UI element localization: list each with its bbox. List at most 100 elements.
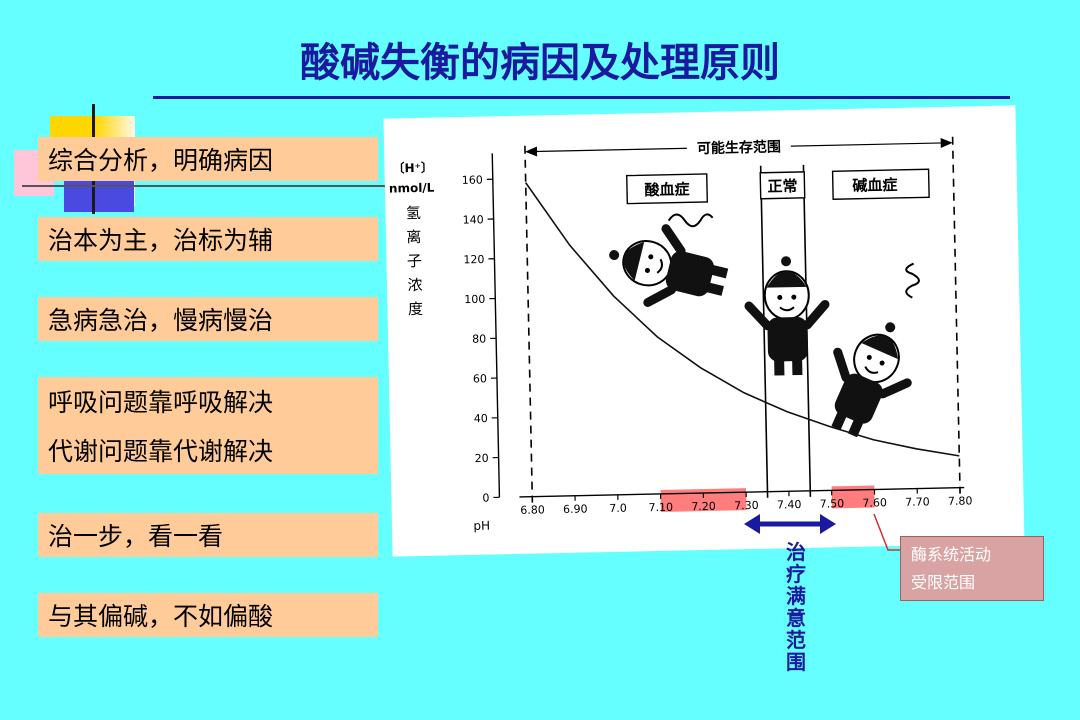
enzyme-callout-line: 受限范围 bbox=[911, 573, 976, 592]
figure-body bbox=[767, 317, 808, 362]
y-axis-char-label: 浓 bbox=[407, 276, 422, 294]
figure-eye bbox=[648, 254, 654, 260]
principle-item-6: 与其偏碱，不如偏酸 bbox=[38, 593, 378, 637]
figure-leg bbox=[774, 359, 785, 376]
x-tick-label: 7.20 bbox=[691, 500, 716, 514]
figure-mouth bbox=[864, 366, 879, 374]
figure-hat bbox=[623, 241, 645, 281]
principle-item-5: 治一步，看一看 bbox=[38, 513, 378, 557]
decor-blue-block bbox=[64, 178, 134, 212]
x-tick-label: 7.0 bbox=[609, 502, 627, 515]
y-tick-label: 40 bbox=[474, 412, 488, 425]
x-axis-line bbox=[519, 486, 965, 498]
figure-eye bbox=[866, 354, 872, 360]
figure-arm bbox=[802, 299, 830, 330]
principle-item-3: 急病急治，慢病慢治 bbox=[38, 297, 378, 341]
alkalosis-label-box bbox=[831, 168, 930, 200]
figure-eye bbox=[644, 267, 650, 273]
figure-mouth bbox=[656, 258, 663, 274]
treatment-range-arrow bbox=[744, 514, 836, 534]
y-axis-char-label: 离 bbox=[406, 228, 421, 246]
figure-arm bbox=[661, 224, 686, 256]
figure-leg bbox=[847, 418, 864, 438]
survival-boundary-line bbox=[524, 145, 534, 503]
principle-text: 呼吸问题靠呼吸解决 bbox=[48, 388, 274, 418]
treatment-char: 意 bbox=[786, 606, 806, 630]
figure-leg bbox=[710, 264, 729, 279]
h-concentration-curve bbox=[524, 182, 960, 457]
survival-arrowhead-right bbox=[940, 138, 953, 149]
figure-mouth bbox=[779, 306, 795, 312]
figure-leg bbox=[705, 282, 724, 296]
figure-leg bbox=[792, 358, 803, 376]
x-tick-label: 7.60 bbox=[862, 496, 887, 510]
acidosis-figure bbox=[609, 224, 729, 307]
y-tick-label: 60 bbox=[473, 372, 487, 385]
normal-label: 正常 bbox=[767, 177, 797, 196]
page-title: 酸碱失衡的病因及处理原则 bbox=[300, 40, 780, 86]
dizzy-squiggle bbox=[667, 213, 714, 228]
principle-item-2: 治本为主，治标为辅 bbox=[38, 217, 378, 261]
treatment-char: 疗 bbox=[786, 562, 806, 586]
x-tick-label: 6.80 bbox=[520, 503, 545, 517]
alkalosis-label: 碱血症 bbox=[852, 176, 897, 195]
principle-text: 代谢问题靠代谢解决 bbox=[48, 436, 274, 466]
dizzy-squiggle bbox=[905, 262, 920, 299]
y-tick-label: 120 bbox=[463, 253, 484, 266]
acidosis-label: 酸血症 bbox=[644, 180, 689, 199]
x-tick-label: 7.70 bbox=[905, 495, 930, 509]
figure-hat-pompom bbox=[885, 322, 896, 333]
y-tick-label: 160 bbox=[462, 173, 483, 186]
x-tick-label: 7.80 bbox=[948, 494, 973, 508]
survival-arrowhead-left bbox=[525, 146, 538, 157]
normal-label-box bbox=[759, 171, 806, 200]
figure-arm bbox=[744, 301, 772, 331]
x-tick-label: 7.10 bbox=[648, 501, 673, 515]
figure-arm bbox=[833, 347, 851, 383]
survival-label-bg bbox=[686, 136, 792, 159]
y-axis-char-label: 子 bbox=[407, 252, 422, 270]
enzyme-callout-line: 酶系统活动 bbox=[911, 545, 992, 564]
principle-text: 治一步，看一看 bbox=[48, 522, 224, 551]
figure-eye bbox=[791, 294, 797, 300]
survival-range-label: 可能生存范围 bbox=[697, 138, 781, 157]
y-axis-unit-label: nmol/L bbox=[389, 181, 435, 196]
title-underline bbox=[153, 96, 1010, 99]
normal-boundary-line bbox=[759, 165, 769, 498]
treatment-range-label: 治 疗 满 意 范 围 bbox=[783, 541, 809, 673]
principle-text: 急病急治，慢病慢治 bbox=[48, 306, 274, 335]
x-tick-label: 7.50 bbox=[820, 497, 845, 511]
x-axis-label: pH bbox=[473, 519, 490, 533]
figure-eye bbox=[777, 294, 783, 300]
alkalosis-figure bbox=[831, 322, 912, 438]
y-tick-label: 0 bbox=[482, 492, 489, 505]
figure-leg bbox=[831, 411, 848, 430]
acidosis-label-box bbox=[626, 173, 709, 205]
ph-hydrogen-chart: 0 20 40 60 80 100 120 140 160 6.80 6.90 7.0 7.10 7.20… bbox=[383, 105, 1025, 557]
enzyme-callout-leader bbox=[873, 513, 902, 551]
principle-item-1: 综合分析，明确病因 bbox=[38, 137, 378, 181]
principle-text: 治本为主，治标为辅 bbox=[48, 226, 274, 255]
y-tick-label: 100 bbox=[464, 293, 485, 306]
x-tick-label: 7.40 bbox=[777, 498, 802, 512]
figure-arm bbox=[878, 378, 912, 399]
figure-hat-pompom bbox=[609, 250, 620, 261]
principle-item-4: 呼吸问题靠呼吸解决 代谢问题靠代谢解决 bbox=[38, 377, 378, 474]
principle-text: 与其偏碱，不如偏酸 bbox=[48, 602, 274, 631]
x-tick-label: 6.90 bbox=[563, 502, 588, 516]
normal-figure bbox=[744, 256, 830, 376]
x-tick-label: 7.30 bbox=[734, 499, 759, 513]
treatment-char: 治 bbox=[786, 540, 806, 564]
treatment-char: 范 bbox=[786, 628, 806, 652]
principle-text: 综合分析，明确病因 bbox=[48, 146, 274, 175]
y-axis-char-label: 氢 bbox=[406, 204, 421, 222]
figure-body bbox=[834, 373, 883, 424]
y-tick-label: 140 bbox=[462, 213, 483, 226]
enzyme-range-callout: 酶系统活动 受限范围 bbox=[900, 536, 1044, 601]
survival-boundary-line bbox=[951, 136, 961, 494]
figure-hat bbox=[766, 271, 807, 288]
y-tick-label: 20 bbox=[474, 452, 488, 465]
figure-body bbox=[665, 251, 714, 297]
treatment-char: 围 bbox=[786, 650, 806, 674]
figure-eye bbox=[879, 360, 885, 366]
